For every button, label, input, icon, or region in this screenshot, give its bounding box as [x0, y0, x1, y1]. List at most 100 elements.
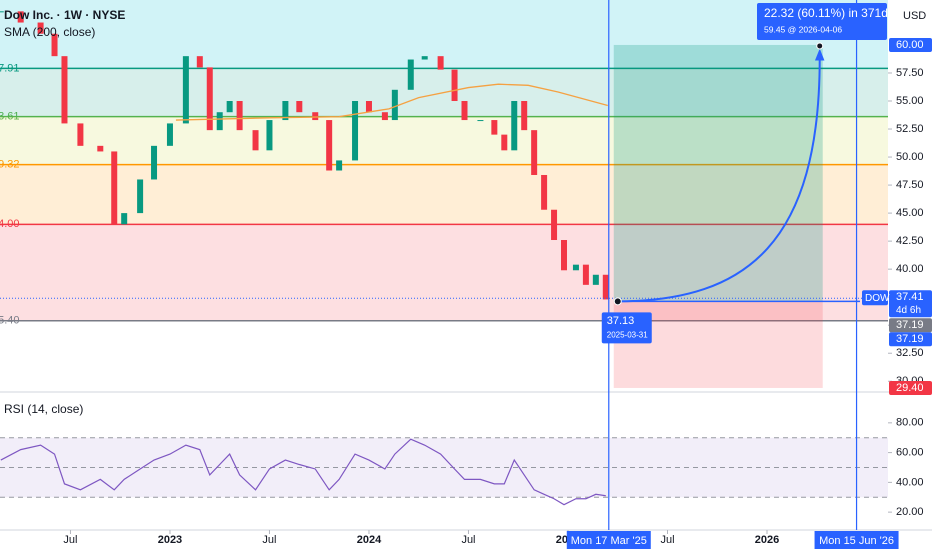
candle	[561, 240, 568, 271]
target-zone	[613, 44, 823, 302]
candle	[37, 22, 44, 34]
candle	[226, 101, 233, 113]
candle	[166, 123, 173, 146]
level-band	[0, 164, 888, 225]
level-band	[0, 116, 888, 165]
candle	[521, 101, 528, 131]
candle	[602, 274, 609, 300]
candle	[511, 101, 518, 151]
entry-point	[613, 297, 622, 306]
y-tick-label: 55.00	[896, 95, 924, 107]
price-tag: 37.19	[896, 319, 924, 331]
summary-text: 22.32 (60.11%) in 371d	[764, 6, 888, 20]
candle	[437, 56, 444, 70]
candle	[381, 112, 388, 121]
candle	[451, 69, 458, 102]
summary-box	[757, 3, 887, 40]
target-note: 59.45 @ 2026-04-06	[764, 24, 842, 34]
candle	[151, 145, 158, 180]
legend-sma: SMA (200, close)	[4, 25, 95, 39]
level-band	[0, 0, 888, 69]
level-label: 49.32	[0, 159, 20, 171]
y-tick-label: 32.50	[896, 347, 924, 359]
candle	[77, 123, 84, 146]
candle	[121, 213, 128, 225]
y-tick-label: 80.00	[896, 417, 924, 429]
candle	[391, 89, 398, 121]
candle	[182, 56, 189, 124]
entry-box	[601, 312, 652, 344]
rsi-title: RSI (14, close)	[4, 402, 83, 416]
candle	[206, 67, 213, 131]
entry-date: 2025-03-31	[607, 330, 648, 339]
candle	[61, 56, 68, 124]
candle	[326, 120, 333, 171]
candle	[216, 112, 223, 131]
last-price-tag-sub: 4d 6h	[896, 305, 921, 316]
last-price-tag: 37.41	[896, 291, 924, 303]
candle	[477, 120, 484, 122]
candle	[111, 151, 118, 225]
price-tag-box	[889, 318, 932, 333]
arrow-head	[814, 48, 825, 61]
stop-tag: 29.40	[896, 382, 924, 394]
sma-line	[175, 83, 608, 121]
entry-price: 37.13	[607, 315, 635, 327]
target-tag-box	[889, 37, 932, 52]
candle	[252, 130, 259, 151]
y-tick-label: 47.50	[896, 179, 924, 191]
candle	[461, 101, 468, 121]
cursor-label-box	[566, 531, 651, 549]
projection-arrow	[617, 57, 821, 303]
candle	[266, 120, 273, 151]
x-tick-label: 2024	[357, 534, 382, 546]
y-tick-label: 52.50	[896, 123, 924, 135]
y-tick-label: 42.50	[896, 235, 924, 247]
candle	[137, 179, 144, 214]
candle	[282, 101, 289, 121]
candle	[531, 130, 538, 175]
candle	[491, 120, 498, 135]
y-tick-label: 40.00	[896, 476, 924, 488]
x-tick-label: 2023	[158, 534, 182, 546]
x-tick-label: Jul	[461, 534, 475, 546]
candle	[336, 160, 343, 171]
candle	[582, 264, 589, 285]
candle	[541, 174, 548, 210]
candle	[17, 11, 24, 23]
candle	[572, 264, 579, 271]
candle	[0, 11, 4, 13]
x-tick-label: Jul	[262, 534, 276, 546]
level-label: 57.91	[0, 62, 20, 74]
cursor-label-box	[814, 531, 899, 549]
candle	[407, 59, 414, 90]
candle	[236, 101, 243, 131]
candle	[97, 145, 104, 152]
last-price-tag-box	[889, 290, 932, 318]
symbol: DOW	[865, 293, 890, 304]
stop-tag-box	[889, 380, 932, 395]
y-tick-label: 57.50	[896, 67, 924, 79]
level-label: 44.00	[0, 218, 20, 230]
cursor-label: Mon 17 Mar '25	[571, 535, 647, 547]
y-tick-label: 45.00	[896, 207, 924, 219]
x-tick-label: Jul	[63, 534, 77, 546]
y-tick-label: 20.00	[896, 506, 924, 518]
y-tick-label: 40.00	[896, 263, 924, 275]
candle	[421, 56, 428, 60]
candle	[365, 101, 372, 113]
cursor-label: Mon 15 Jun '26	[819, 535, 894, 547]
target-tag: 60.00	[896, 39, 924, 51]
level-label: 53.61	[0, 110, 20, 122]
candle	[352, 101, 359, 161]
target-point	[816, 42, 824, 50]
x-tick-label: 2026	[755, 534, 779, 546]
chart-title: Dow Inc. · 1W · NYSE	[4, 8, 125, 22]
candle	[51, 33, 58, 57]
candle	[551, 209, 558, 241]
candle	[501, 134, 508, 151]
currency: USD	[903, 10, 926, 22]
candle	[296, 101, 303, 113]
